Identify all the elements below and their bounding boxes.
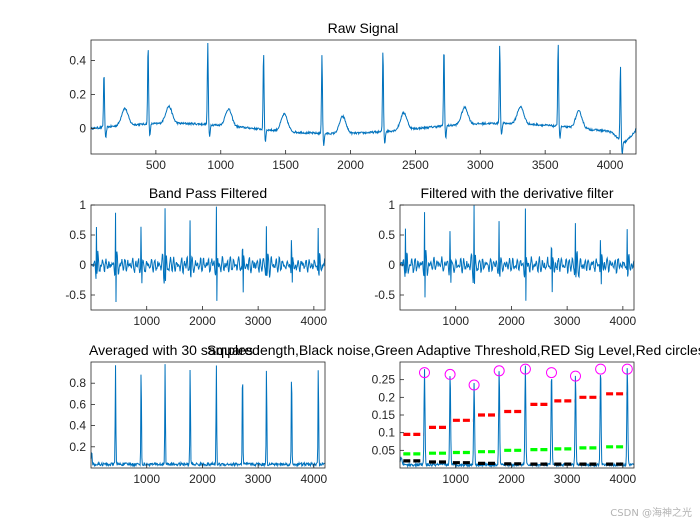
bandpass-trace [90,206,326,303]
x-tick-label: 4000 [597,158,624,172]
y-tick-label: 0.2 [378,390,395,404]
squared-axes: 1000 2000 3000 4000 0.05 0.1 0.15 0.2 0.25 [372,361,637,486]
x-tick-label: 1000 [207,158,234,172]
x-tick-label: 2000 [498,314,525,328]
qrs-peak-circle [419,367,430,379]
squared-levels [403,392,627,466]
averaged-trace [90,364,326,468]
x-tick-label: 4000 [301,314,328,328]
x-tick-label: 4000 [610,472,637,486]
x-tick-label: 3000 [245,314,272,328]
qrs-peak-circle [546,367,557,379]
x-tick-label: 2500 [402,158,429,172]
x-tick-label: 2000 [189,314,216,328]
y-tick-label: 0.05 [372,443,396,457]
y-tick-label: 0.2 [69,440,86,454]
y-tick-label: 1 [388,198,395,212]
x-tick-label: 3500 [532,158,559,172]
x-tick-label: 3000 [467,158,494,172]
x-tick-label: 1000 [442,314,469,328]
derivative-frame [399,204,635,311]
averaged-axes: 1000 2000 3000 4000 0.2 0.4 0.6 0.8 [69,361,328,486]
derivative-axes: Filtered with the derivative filter 1000… [374,185,636,328]
qrs-peak-circle [570,370,581,382]
x-tick-label: 1500 [272,158,299,172]
y-tick-label: 0 [79,121,86,135]
x-tick-label: 1000 [133,314,160,328]
squared-ticks: 1000 2000 3000 4000 0.05 0.1 0.15 0.2 0.25 [372,373,637,486]
y-tick-label: 0.2 [69,87,86,101]
raw-signal-ticks: 500 1000 1500 2000 2500 3000 3500 4000 0 0.2 0.4 [69,53,623,172]
qrs-peak-circle [493,365,505,377]
bandpass-title: Band Pass Filtered [149,185,267,201]
x-tick-label: 3000 [245,472,272,486]
squared-title: Squared [207,342,260,358]
averaged-frame [90,361,326,469]
bandpass-frame [90,204,326,311]
raw-signal-frame [90,39,637,155]
y-tick-label: 0.6 [69,397,86,411]
y-tick-label: 0 [388,258,395,272]
y-tick-label: 0.5 [378,228,395,242]
qrs-peak-circle [519,363,531,375]
bandpass-axes: Band Pass Filtered 1000 2000 3000 4000 -0.5 0… [65,185,327,328]
y-tick-label: 1 [79,198,86,212]
x-tick-label: 3000 [554,314,581,328]
y-tick-label: 0.15 [372,408,396,422]
y-tick-label: 0.4 [69,419,86,433]
y-tick-label: -0.5 [65,288,86,302]
x-tick-label: 1000 [442,472,469,486]
qrs-peak-circle [468,379,480,391]
y-tick-label: 0.1 [378,426,395,440]
y-tick-label: 0.5 [69,228,86,242]
watermark-text: CSDN @海神之光 [610,508,692,519]
y-tick-label: 0.8 [69,376,86,390]
qrs-circles [419,363,633,391]
raw-signal-trace [90,43,637,154]
bandpass-ticks: 1000 2000 3000 4000 -0.5 0 0.5 1 [65,198,327,328]
y-tick-label: 0.25 [372,373,396,387]
averaged-title: Averaged with 30 samples length,Black no… [89,342,700,358]
derivative-ticks: 1000 2000 3000 4000 -0.5 0 0.5 1 [374,198,636,328]
x-tick-label: 1000 [133,472,160,486]
derivative-trace [399,205,635,301]
x-tick-label: 2000 [189,472,216,486]
derivative-title: Filtered with the derivative filter [421,185,614,201]
raw-signal-axes: Raw Signal 500 1000 1500 2000 2500 3000 3500 40… [69,20,637,172]
averaged-ticks: 1000 2000 3000 4000 0.2 0.4 0.6 0.8 [69,376,327,486]
y-tick-label: -0.5 [374,288,395,302]
x-tick-label: 4000 [301,472,328,486]
qrs-peak-circle [444,368,456,380]
x-tick-label: 500 [146,158,166,172]
raw-signal-title: Raw Signal [328,20,399,36]
x-tick-label: 3000 [554,472,581,486]
x-tick-label: 2000 [337,158,364,172]
y-tick-label: 0.4 [69,53,86,67]
x-tick-label: 2000 [498,472,525,486]
y-tick-label: 0 [79,258,86,272]
qrs-peak-circle [595,363,607,375]
x-tick-label: 4000 [610,314,637,328]
qrs-peak-circle [621,363,633,375]
